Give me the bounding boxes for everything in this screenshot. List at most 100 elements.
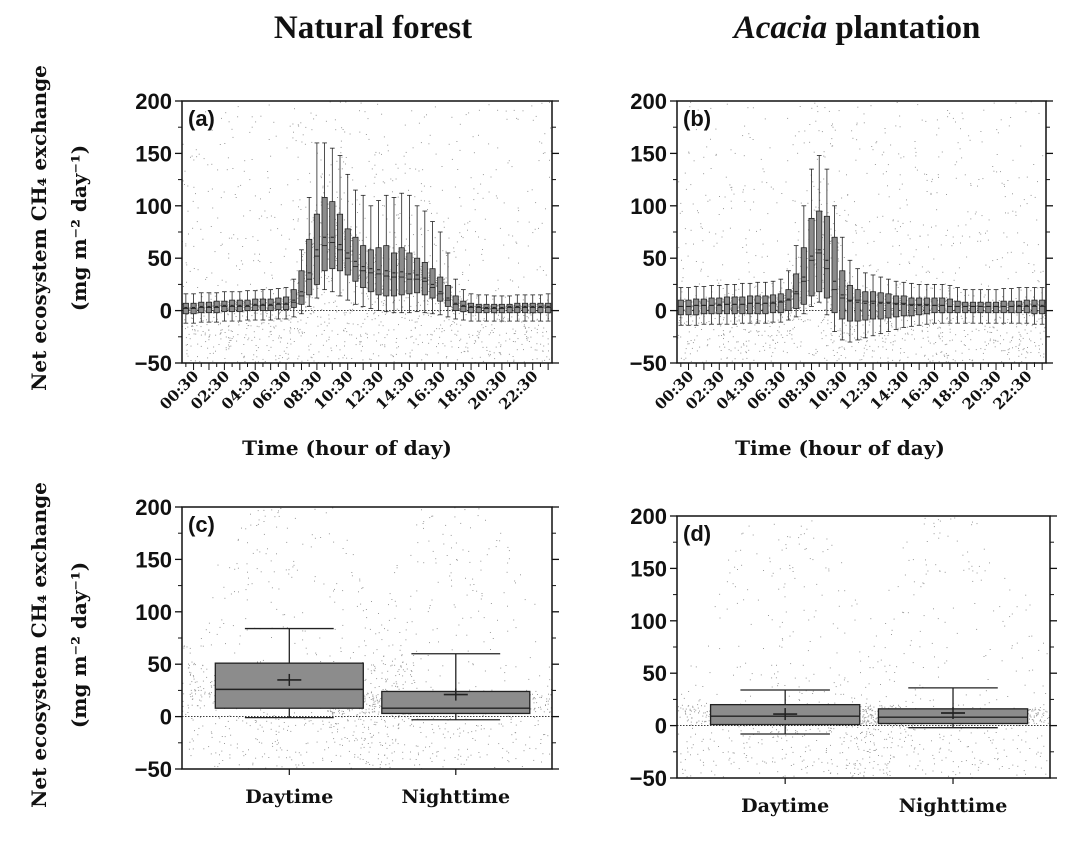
data-point <box>699 311 700 313</box>
data-point <box>351 203 353 205</box>
data-point <box>456 241 458 243</box>
data-point <box>813 185 815 187</box>
data-point <box>197 309 199 311</box>
data-point <box>258 218 260 220</box>
data-point <box>212 352 214 354</box>
data-point <box>718 214 720 215</box>
data-point <box>798 318 800 320</box>
box-iqr <box>398 247 405 296</box>
data-point <box>544 133 546 135</box>
data-point <box>333 301 335 303</box>
data-point <box>872 149 874 151</box>
data-point <box>290 279 292 281</box>
data-point <box>375 261 376 262</box>
data-point <box>909 238 911 240</box>
data-point <box>753 359 755 361</box>
box-10:30 <box>344 173 351 301</box>
data-point <box>913 256 915 258</box>
data-point <box>420 142 422 144</box>
data-point <box>937 300 939 302</box>
data-point <box>359 203 361 205</box>
data-point <box>523 315 525 316</box>
data-point <box>907 326 908 328</box>
data-point <box>221 117 222 119</box>
data-point <box>734 347 736 349</box>
data-point <box>716 279 718 281</box>
data-point <box>530 336 532 338</box>
box-06:30 <box>283 287 290 320</box>
data-point <box>830 308 831 309</box>
y-tick-label: 200 <box>135 89 172 114</box>
data-point <box>905 280 907 281</box>
data-point <box>752 139 754 140</box>
data-point <box>927 358 929 360</box>
data-point <box>792 297 794 299</box>
data-point <box>467 304 469 306</box>
box-series <box>182 142 552 324</box>
data-point <box>839 346 841 348</box>
data-point <box>187 344 188 345</box>
data-point <box>899 327 901 329</box>
data-point <box>374 301 376 303</box>
data-point <box>513 309 515 311</box>
data-point <box>211 320 213 322</box>
data-point <box>381 301 383 303</box>
data-point <box>259 308 261 310</box>
data-point <box>681 280 683 282</box>
data-point <box>730 308 732 310</box>
data-point <box>229 340 231 341</box>
data-point <box>427 283 429 285</box>
data-point <box>884 305 886 306</box>
data-point <box>914 323 916 325</box>
data-point <box>798 231 800 233</box>
box-11:00 <box>352 189 359 305</box>
data-point <box>861 315 863 317</box>
data-point <box>922 224 924 226</box>
data-point <box>245 334 247 336</box>
box-02:30 <box>221 291 228 322</box>
data-point <box>366 287 368 289</box>
data-point <box>404 245 406 247</box>
data-point <box>758 334 760 336</box>
data-point <box>833 340 835 342</box>
box-iqr <box>275 297 282 310</box>
data-point <box>390 279 392 281</box>
data-point <box>862 285 864 287</box>
data-point <box>938 306 940 308</box>
data-point <box>786 352 788 354</box>
data-point <box>744 312 746 314</box>
data-point <box>937 174 939 176</box>
data-point <box>492 332 494 333</box>
data-point <box>930 193 932 195</box>
data-point <box>437 314 439 316</box>
data-point <box>729 308 731 310</box>
data-point <box>398 324 399 326</box>
data-point <box>282 300 284 302</box>
data-point <box>343 262 345 264</box>
data-point <box>466 342 468 344</box>
data-point <box>768 322 770 324</box>
data-point <box>870 264 872 266</box>
data-point <box>799 300 801 302</box>
data-point <box>528 341 530 342</box>
data-point <box>349 309 351 311</box>
data-point <box>319 244 321 246</box>
data-point <box>797 239 799 241</box>
data-point <box>756 230 757 232</box>
data-point <box>730 320 732 322</box>
data-point <box>336 311 338 313</box>
data-point <box>192 325 194 327</box>
data-point <box>503 244 505 246</box>
data-point <box>925 271 927 273</box>
data-point <box>821 131 823 133</box>
data-point <box>882 173 884 175</box>
data-point <box>459 197 461 199</box>
data-point <box>356 337 357 339</box>
data-point <box>678 334 680 336</box>
data-point <box>500 344 502 346</box>
data-point <box>896 231 898 232</box>
data-point <box>509 338 511 340</box>
data-point <box>361 292 363 294</box>
data-point <box>302 311 304 313</box>
data-point <box>845 280 846 282</box>
